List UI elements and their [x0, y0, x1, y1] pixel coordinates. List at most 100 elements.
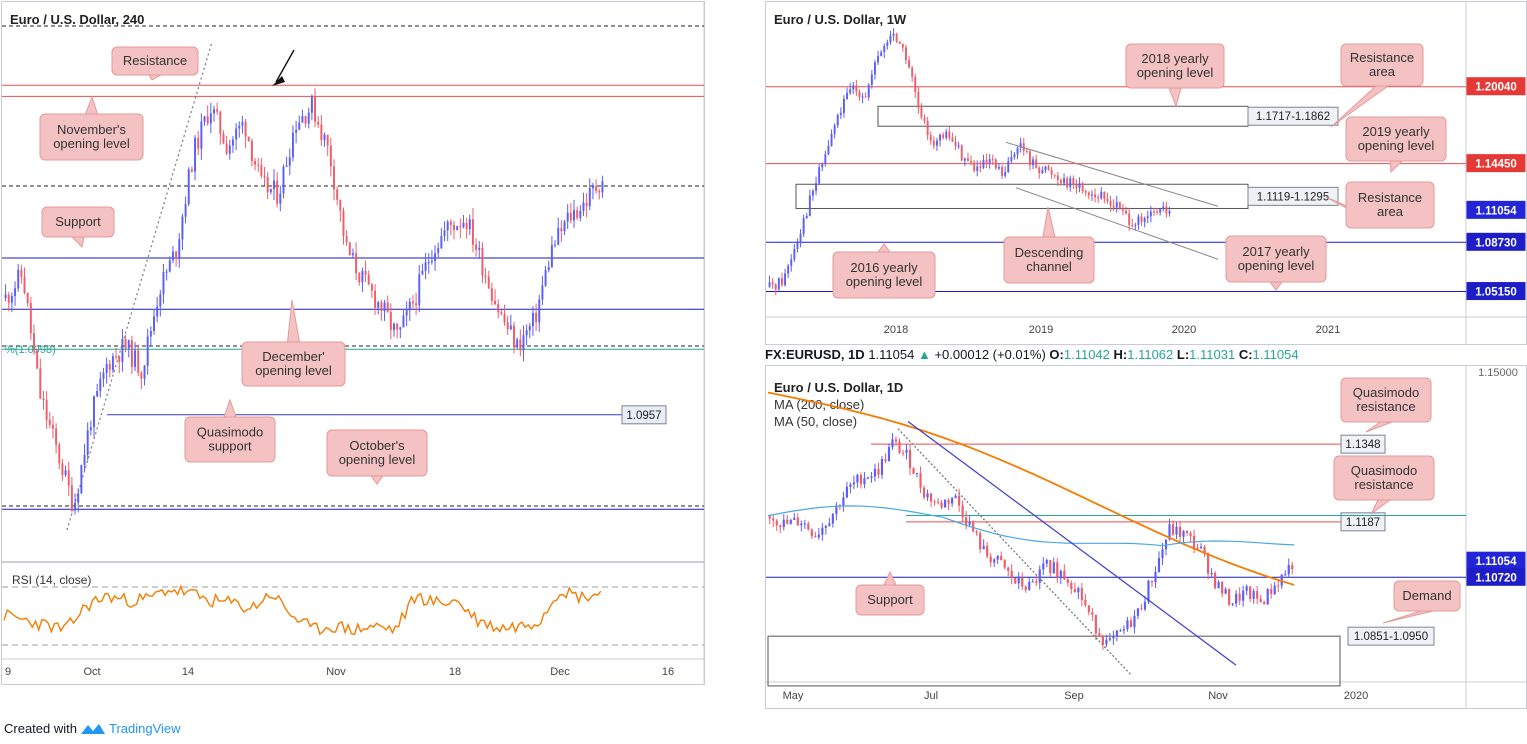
- candle-weekly: [858, 91, 861, 98]
- x-tick-daily: 2020: [1344, 690, 1368, 702]
- weekly-level-1.14450-tag: [1466, 154, 1526, 173]
- x-tick-4h: Oct: [83, 666, 100, 678]
- candle-daily: [1126, 620, 1129, 630]
- candle-4h: [26, 292, 29, 304]
- candle-4h: [159, 294, 162, 307]
- candle-4h: [235, 128, 238, 140]
- candle-daily: [1066, 579, 1069, 583]
- candle-4h: [93, 396, 95, 428]
- callout-2019-open-text: opening level: [1358, 138, 1435, 153]
- candle-weekly: [824, 154, 827, 164]
- candle-4h: [421, 270, 424, 275]
- arrow-line: [275, 49, 295, 83]
- candle-4h: [531, 313, 534, 327]
- callout-quasimodo-support-pointer: [223, 398, 237, 418]
- candle-4h: [541, 285, 544, 300]
- callout-quasimodo-resistance-lower-text: Quasimodo: [1351, 463, 1417, 478]
- candle-4h: [585, 202, 588, 207]
- candle-daily: [1154, 572, 1157, 583]
- callout-quasimodo-support-text: Quasimodo: [197, 425, 263, 440]
- candle-weekly: [1044, 166, 1047, 171]
- daily-text-1.1187: 1.1187: [1346, 517, 1380, 529]
- chart-4h-svg[interactable]: Euro / U.S. Dollar, 240 1.0957%(1.0998) …: [2, 2, 764, 684]
- candle-weekly: [1168, 211, 1171, 214]
- candle-weekly: [830, 133, 833, 146]
- candle-4h: [279, 193, 282, 204]
- candle-daily: [1140, 608, 1143, 610]
- candle-weekly: [1162, 206, 1165, 209]
- candle-4h: [282, 166, 285, 194]
- candle-weekly: [976, 166, 979, 171]
- candle-weekly: [1149, 211, 1152, 217]
- candle-4h: [200, 121, 203, 149]
- candle-daily: [775, 520, 778, 526]
- candle-4h: [134, 350, 137, 368]
- candle-daily: [1189, 533, 1192, 537]
- candle-daily: [1196, 547, 1199, 549]
- x-tick-daily: Jul: [924, 690, 938, 702]
- candle-4h: [424, 262, 427, 271]
- candle-weekly: [787, 265, 790, 274]
- callout-resistance: Resistance: [111, 46, 199, 81]
- callout-quasimodo-support-text: support: [208, 439, 252, 454]
- chart-daily-svg[interactable]: Euro / U.S. Dollar, 1D MA (200, close) M…: [766, 366, 1526, 708]
- candle-weekly: [1081, 183, 1084, 192]
- candle-weekly: [1025, 150, 1028, 152]
- callout-daily-support-pointer: [883, 570, 897, 586]
- callout-december-open-text: opening level: [255, 363, 332, 378]
- candle-4h: [351, 253, 354, 256]
- candle-weekly: [1137, 216, 1140, 225]
- candle-4h: [418, 274, 421, 306]
- candle-weekly: [1007, 161, 1010, 173]
- candle-daily: [1171, 524, 1175, 535]
- candle-daily: [828, 523, 831, 526]
- candle-daily: [1000, 555, 1003, 561]
- candle-4h: [48, 419, 51, 425]
- tradingview-link[interactable]: TradingView: [108, 721, 181, 736]
- candle-daily: [824, 525, 827, 528]
- candle-4h: [535, 313, 538, 323]
- candle-weekly: [1063, 178, 1066, 183]
- candle-weekly: [839, 112, 842, 115]
- channel-upper-line: [1005, 141, 1219, 207]
- candle-4h: [459, 226, 462, 228]
- callout-2018-open-pointer: [1168, 87, 1182, 108]
- candle-daily: [779, 525, 782, 528]
- candle-weekly: [889, 35, 892, 43]
- candle-daily: [1052, 562, 1055, 574]
- callout-resistance-text: Resistance: [123, 53, 187, 68]
- candle-4h: [310, 96, 313, 113]
- candle-weekly: [815, 183, 818, 191]
- candle-daily: [1242, 590, 1245, 601]
- candle-weekly: [1100, 191, 1103, 199]
- candle-4h: [124, 338, 127, 349]
- candle-daily: [835, 505, 838, 514]
- candle-weekly: [1056, 175, 1059, 181]
- candle-daily: [943, 500, 947, 508]
- callout-resistance-area-upper-text: Resistance: [1350, 50, 1414, 65]
- candle-weekly: [846, 92, 849, 99]
- chart-weekly-title: Euro / U.S. Dollar, 1W: [774, 12, 907, 27]
- candle-weekly: [1072, 177, 1075, 185]
- rsi-label: RSI (14, close): [12, 573, 91, 587]
- daily-tag-1.1187: [1340, 512, 1386, 532]
- candle-4h: [10, 296, 13, 303]
- candle-weekly: [886, 42, 889, 46]
- candle-weekly: [994, 159, 997, 169]
- candle-daily: [929, 493, 933, 502]
- demand-zone-tag: [1347, 626, 1435, 646]
- candle-4h: [393, 323, 395, 331]
- candle-4h: [241, 121, 244, 126]
- candle-daily: [1031, 581, 1034, 583]
- candle-daily: [866, 477, 870, 479]
- candle-weekly: [1125, 210, 1128, 214]
- candle-weekly: [926, 121, 929, 136]
- candle-daily: [1094, 614, 1097, 634]
- chart-weekly-svg[interactable]: Euro / U.S. Dollar, 1W 1.1717-1.1862 1.11…: [766, 2, 1526, 344]
- callout-2016-open-text: opening level: [846, 274, 923, 289]
- callout-2018-open-box: [1125, 43, 1225, 89]
- candle-weekly: [985, 159, 988, 164]
- candle-4h: [165, 271, 168, 273]
